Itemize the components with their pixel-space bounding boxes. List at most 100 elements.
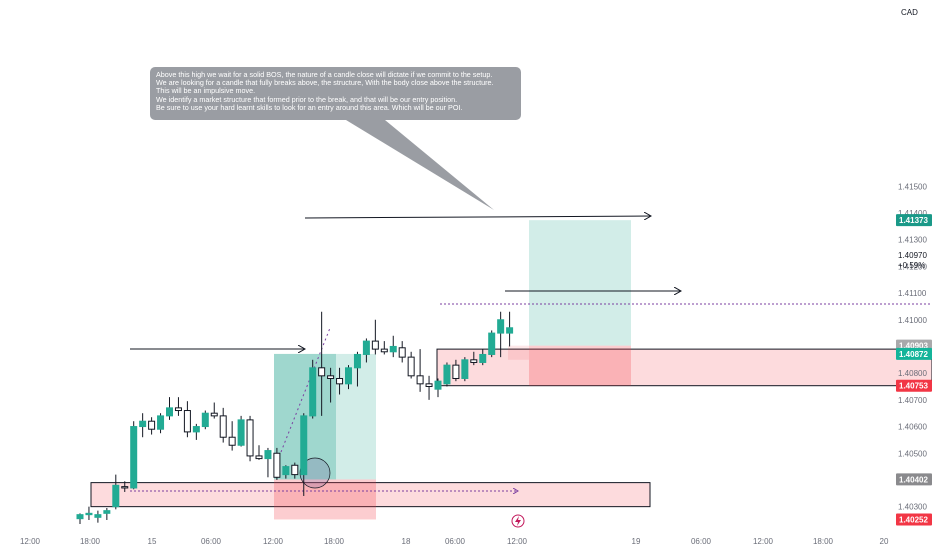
candle-body — [452, 364, 460, 379]
price-tick-label: 1.41400 — [898, 209, 927, 218]
time-axis[interactable]: 12:00 18:00 15 06:00 12:00 18:00 18 06:00 12:00 1… — [20, 514, 889, 546]
candle-body — [362, 340, 370, 355]
bos-level-arrow — [304, 216, 651, 218]
candle-body — [425, 383, 433, 387]
time-tick-label: 19 — [632, 537, 641, 546]
candle-body — [488, 332, 496, 355]
last-price: 1.40970 — [898, 251, 927, 260]
candle-body — [148, 420, 156, 430]
candle-body — [470, 359, 478, 363]
annotation-line: This will be an impulsive move. — [156, 87, 256, 96]
candle-body — [282, 466, 290, 476]
position-stop-zone — [508, 345, 529, 360]
position-stop-zone — [529, 345, 631, 386]
position-profit-zone — [529, 220, 631, 346]
candle-body — [371, 340, 379, 350]
candle-body — [103, 510, 111, 514]
price-tick-label: 1.40300 — [898, 503, 927, 512]
candle-body — [157, 415, 165, 430]
candle-body — [327, 375, 335, 379]
entry-highlight-circle — [299, 457, 331, 489]
candle-body — [183, 410, 191, 433]
candle-body — [210, 412, 218, 417]
price-label-bg — [896, 347, 932, 360]
candle-body — [345, 367, 352, 385]
time-tick-label: 12:00 — [753, 537, 774, 546]
price-tick-label: 1.41200 — [898, 262, 927, 271]
time-tick-label: 15 — [148, 537, 157, 546]
price-label: 1.40252 — [899, 515, 928, 524]
candle-body — [380, 348, 388, 353]
time-tick-label: 06:00 — [201, 537, 222, 546]
price-label: 1.40753 — [899, 382, 928, 391]
candle-body — [76, 514, 84, 520]
candle-body — [85, 512, 93, 516]
candle-body — [219, 415, 227, 438]
candle-body — [139, 420, 147, 428]
positions-layer — [274, 220, 631, 520]
candle-body — [416, 375, 424, 385]
candle-body — [237, 419, 245, 446]
candle-body — [300, 415, 308, 476]
time-tick-label: 20 — [880, 537, 889, 546]
candle-body — [273, 452, 281, 478]
candle-body — [228, 436, 236, 446]
time-tick-label: 18:00 — [80, 537, 101, 546]
candle-body — [121, 486, 129, 489]
price-tick-label: 1.41000 — [898, 316, 927, 325]
candle-body — [506, 327, 514, 334]
candle-body — [201, 412, 209, 428]
price-tick-label: 1.40700 — [898, 396, 927, 405]
candles-layer — [76, 311, 514, 525]
candle-body — [291, 464, 299, 476]
price-label: 1.40402 — [899, 475, 928, 484]
price-tick-label: 1.41100 — [898, 289, 927, 298]
price-label-bg — [896, 473, 932, 486]
annotation-line: Be sure to use your hard learnt skills t… — [156, 103, 463, 112]
candle-body — [174, 407, 182, 412]
candle-body — [94, 514, 102, 518]
time-tick-label: 18 — [402, 537, 411, 546]
candle-body — [398, 347, 406, 358]
candle-body — [389, 345, 397, 353]
candle-body — [497, 319, 505, 334]
candle-body — [407, 356, 415, 377]
candle-body — [192, 426, 200, 433]
candle-body — [479, 353, 487, 363]
candle-body — [309, 367, 317, 417]
price-tick-label: 1.40500 — [898, 449, 927, 458]
zones-layer — [90, 348, 932, 508]
candle-body — [112, 484, 120, 508]
candle-body — [443, 364, 451, 385]
candle-body — [264, 450, 272, 460]
candle-body — [166, 407, 173, 417]
candle-body — [336, 377, 344, 385]
price-label-bg — [896, 379, 932, 392]
price-tick-label: 1.40800 — [898, 369, 927, 378]
candle-body — [353, 353, 361, 369]
price-axis[interactable]: 1.41500 1.41400 1.41300 1.41200 1.41100 1.410… — [896, 182, 932, 526]
candle-body — [130, 426, 138, 489]
time-tick-label: 18:00 — [324, 537, 345, 546]
time-tick-label: 18:00 — [813, 537, 834, 546]
currency-label[interactable]: CAD — [901, 8, 918, 17]
time-tick-label: 06:00 — [691, 537, 712, 546]
candle-body — [461, 359, 469, 379]
candle-body — [246, 419, 254, 457]
price-tick-label: 1.41500 — [898, 182, 927, 191]
annotation-line: We are looking for a candle that fully b… — [156, 79, 494, 88]
price-label: 1.40903 — [899, 342, 928, 351]
poi-zone-box — [436, 348, 932, 387]
time-tick-label: 12:00 — [263, 537, 284, 546]
annotation-note[interactable]: Above this high we wait for a solid BOS,… — [150, 67, 521, 120]
price-tick-label: 1.40600 — [898, 423, 927, 432]
time-tick-label: 12:00 — [20, 537, 41, 546]
candle-body — [318, 367, 326, 377]
candle-body — [255, 455, 263, 460]
last-price-change: +0.59% — [898, 261, 925, 270]
price-label: 1.41373 — [899, 216, 928, 225]
demand-zone-box — [90, 482, 651, 508]
time-tick-label: 06:00 — [445, 537, 466, 546]
candle-body — [434, 380, 442, 390]
